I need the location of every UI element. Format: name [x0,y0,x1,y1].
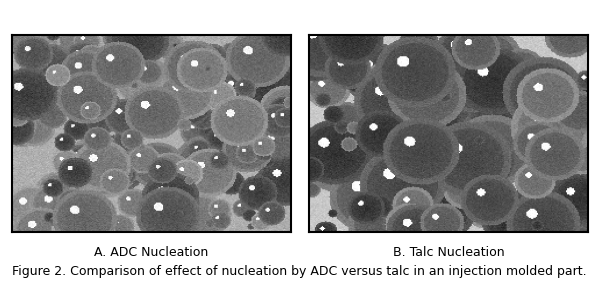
Text: B. Talc Nucleation: B. Talc Nucleation [392,246,505,260]
Text: Figure 2. Comparison of effect of nucleation by ADC versus talc in an injection : Figure 2. Comparison of effect of nuclea… [12,265,587,278]
Text: A. ADC Nucleation: A. ADC Nucleation [94,246,209,260]
